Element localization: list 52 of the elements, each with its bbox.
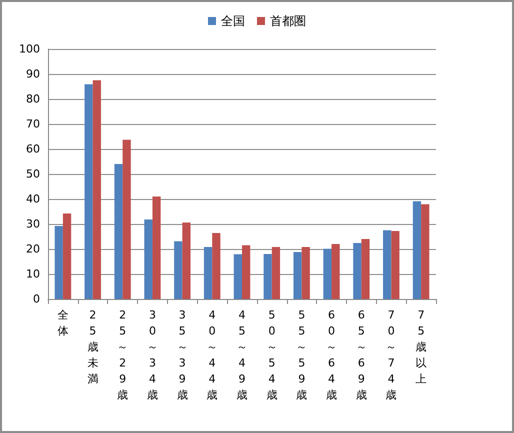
y-tick-label: 100 (19, 42, 40, 56)
y-tick-label: 60 (26, 142, 40, 156)
legend-label: 首都圏 (270, 14, 306, 28)
x-tick-label: 30～34歳 (146, 308, 158, 402)
x-tick-label: 75歳以上 (416, 308, 427, 386)
bar (54, 226, 63, 299)
bar (302, 247, 310, 299)
y-tick-label: 80 (26, 92, 40, 106)
x-tick-label: 70～74歳 (386, 308, 397, 402)
x-tick-label: 25～29歳 (117, 308, 128, 402)
y-tick-label: 50 (26, 168, 40, 180)
bar (332, 244, 340, 299)
y-tick-label: 20 (26, 242, 40, 256)
bar (204, 247, 212, 299)
bar (412, 201, 422, 299)
x-tick-label: 60～64歳 (326, 308, 338, 402)
bar (293, 252, 302, 299)
bar (264, 254, 272, 299)
bar (391, 231, 400, 299)
bar (421, 204, 430, 299)
x-tick-label: 45～49歳 (236, 308, 248, 402)
bar (361, 239, 370, 299)
bar (272, 247, 280, 299)
y-tick-label: 40 (26, 192, 40, 206)
y-tick-label: 90 (26, 68, 40, 80)
bar (234, 254, 242, 299)
bar (122, 140, 131, 299)
x-tick-label: 全体 (57, 308, 68, 338)
y-tick-label: 0 (33, 292, 40, 306)
x-tick-label: 25歳未満 (87, 308, 98, 386)
bar (174, 241, 182, 299)
bar (323, 248, 332, 299)
bar (242, 245, 250, 299)
x-tick-label: 35～39歳 (176, 308, 188, 402)
y-tick-label: 10 (26, 268, 40, 280)
bar (353, 243, 362, 299)
x-tick-label: 65～69歳 (356, 308, 367, 402)
bar (62, 214, 72, 299)
bar (92, 80, 101, 299)
x-tick-label: 50～54歳 (266, 308, 278, 402)
bar (114, 164, 123, 299)
legend-label: 全国 (221, 14, 245, 28)
y-tick-label: 70 (26, 118, 40, 130)
bar (182, 222, 191, 299)
x-tick-label: 55～59歳 (296, 308, 308, 402)
x-tick-label: 40～44歳 (206, 308, 218, 402)
bar (84, 84, 93, 299)
bar (212, 233, 220, 299)
bar (144, 220, 152, 299)
bar (383, 230, 392, 299)
bar (152, 196, 161, 299)
y-tick-label: 30 (26, 218, 40, 230)
